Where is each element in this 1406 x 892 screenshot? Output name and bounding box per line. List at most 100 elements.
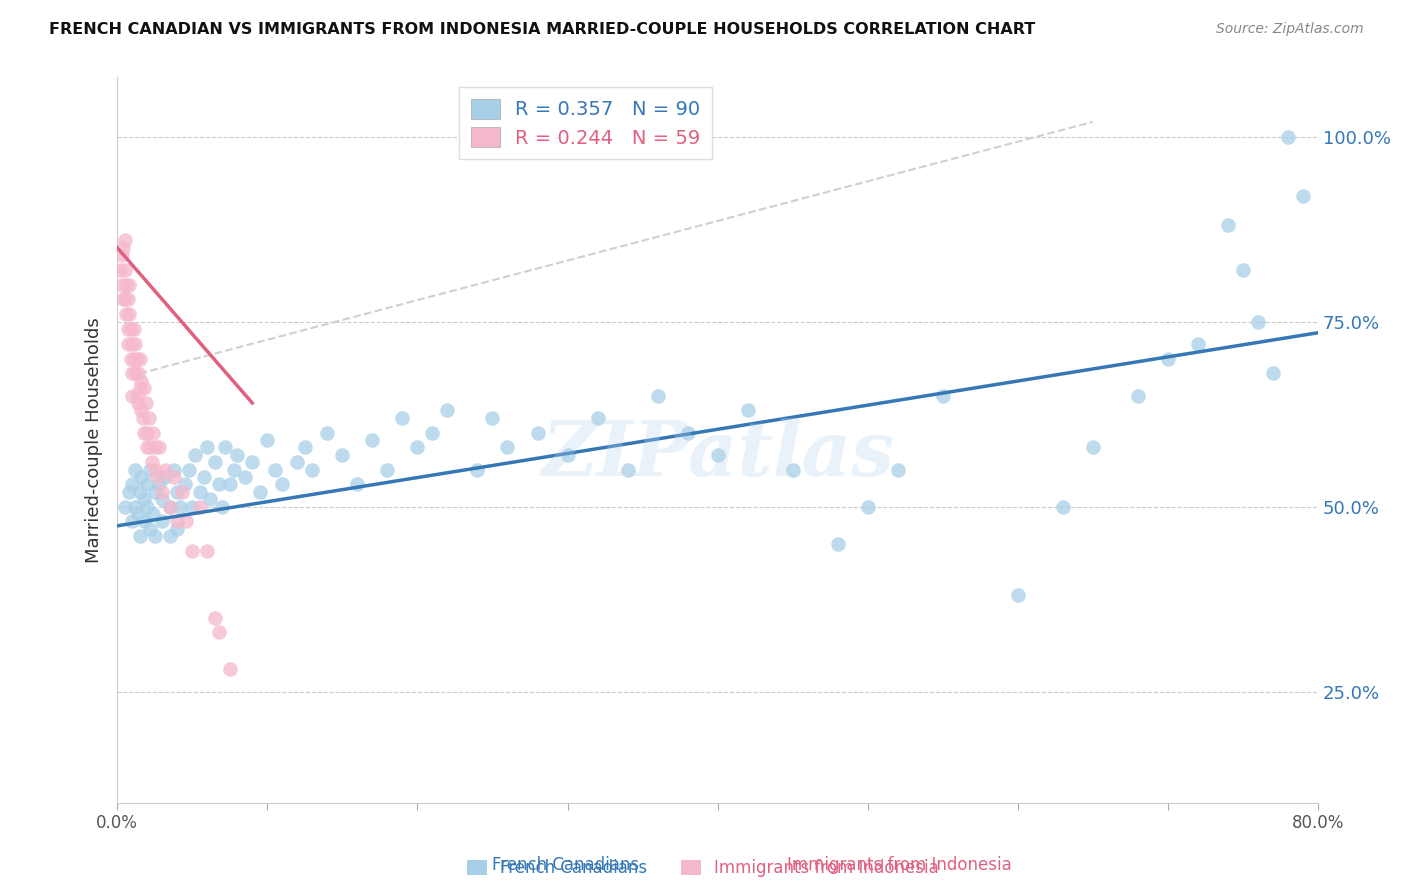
Point <box>150 484 173 499</box>
Point <box>204 455 226 469</box>
Point <box>211 500 233 514</box>
Point <box>115 277 138 292</box>
Point <box>155 462 177 476</box>
Point <box>128 529 150 543</box>
Point <box>159 529 181 543</box>
Point <box>169 500 191 514</box>
Point <box>122 351 145 366</box>
Point <box>114 233 136 247</box>
Point <box>150 515 173 529</box>
Point <box>208 477 231 491</box>
Point <box>422 425 444 440</box>
Point <box>121 477 143 491</box>
Point <box>128 351 150 366</box>
Point <box>932 389 955 403</box>
Point <box>1277 129 1299 144</box>
Y-axis label: Married-couple Households: Married-couple Households <box>86 318 103 563</box>
Point <box>676 425 699 440</box>
Point <box>134 492 156 507</box>
Point <box>467 462 489 476</box>
Point <box>204 610 226 624</box>
Point <box>294 441 316 455</box>
Point <box>124 367 146 381</box>
Point <box>120 322 142 336</box>
Point <box>112 293 135 307</box>
Point <box>143 441 166 455</box>
Text: Source: ZipAtlas.com: Source: ZipAtlas.com <box>1216 22 1364 37</box>
Point <box>159 500 181 514</box>
Point <box>114 262 136 277</box>
Point <box>132 410 155 425</box>
Point <box>1052 500 1074 514</box>
Point <box>136 441 159 455</box>
Point <box>122 322 145 336</box>
Point <box>1292 189 1315 203</box>
Point <box>406 441 429 455</box>
Point <box>218 662 240 676</box>
Text: French Canadians: French Canadians <box>492 856 640 874</box>
Point <box>188 484 211 499</box>
Point <box>218 477 240 491</box>
Point <box>108 262 131 277</box>
Point <box>233 470 256 484</box>
Point <box>526 425 548 440</box>
Point <box>332 448 354 462</box>
Point <box>124 500 146 514</box>
Point <box>1126 389 1149 403</box>
Point <box>827 536 849 550</box>
Point <box>184 448 207 462</box>
Point <box>208 625 231 640</box>
Point <box>285 455 308 469</box>
Point <box>115 307 138 321</box>
Point <box>181 544 204 558</box>
Point <box>1261 367 1284 381</box>
Point <box>148 477 170 491</box>
Point <box>118 277 141 292</box>
Point <box>117 322 139 336</box>
Point <box>127 396 149 410</box>
Point <box>163 470 186 484</box>
Point <box>159 500 181 514</box>
Text: Immigrants from Indonesia: Immigrants from Indonesia <box>787 856 1012 874</box>
Point <box>128 484 150 499</box>
Point <box>118 307 141 321</box>
Point <box>121 515 143 529</box>
Point <box>256 433 278 447</box>
Point <box>121 367 143 381</box>
Point <box>163 462 186 476</box>
Point <box>647 389 669 403</box>
Point <box>136 425 159 440</box>
Legend: French Canadians, Immigrants from Indonesia: French Canadians, Immigrants from Indone… <box>460 853 946 884</box>
Point <box>166 484 188 499</box>
Legend: R = 0.357   N = 90, R = 0.244   N = 59: R = 0.357 N = 90, R = 0.244 N = 59 <box>458 87 713 160</box>
Point <box>737 403 759 417</box>
Point <box>1247 315 1270 329</box>
Point <box>125 351 148 366</box>
Point <box>111 277 134 292</box>
Point <box>887 462 910 476</box>
Point <box>181 500 204 514</box>
Point <box>173 477 195 491</box>
Point <box>150 492 173 507</box>
Point <box>134 515 156 529</box>
Point <box>436 403 458 417</box>
Point <box>616 462 638 476</box>
Point <box>301 462 323 476</box>
Point <box>195 544 218 558</box>
Point <box>166 515 188 529</box>
Point <box>586 410 609 425</box>
Point <box>1232 262 1254 277</box>
Point <box>129 403 152 417</box>
Point <box>124 336 146 351</box>
Point <box>121 336 143 351</box>
Point <box>134 425 156 440</box>
Point <box>706 448 728 462</box>
Point <box>136 500 159 514</box>
Point <box>391 410 413 425</box>
Point <box>118 484 141 499</box>
Point <box>112 241 135 255</box>
Point <box>155 470 177 484</box>
Point <box>188 500 211 514</box>
Point <box>166 522 188 536</box>
Point <box>117 293 139 307</box>
